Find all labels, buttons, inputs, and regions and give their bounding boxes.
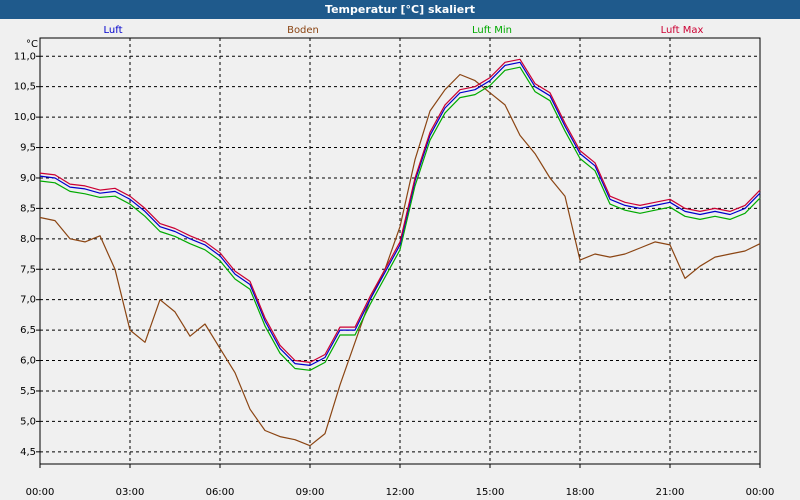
y-tick-label: 9,5 (20, 143, 36, 154)
y-tick-label: 10,0 (14, 112, 36, 123)
y-tick-label: 8,0 (20, 234, 36, 245)
y-tick-label: 6,0 (20, 356, 36, 367)
y-tick-label: 7,5 (20, 264, 36, 275)
legend-entry: Luft Min (472, 25, 512, 36)
x-tick-time: 18:00 (566, 487, 595, 498)
legend-entry: Boden (287, 25, 319, 36)
x-tick-time: 15:00 (476, 487, 505, 498)
y-tick-label: 8,5 (20, 203, 36, 214)
y-axis-unit: °C (26, 39, 38, 50)
series-line-boden (39, 73, 761, 447)
legend-entry: Luft Max (661, 25, 704, 36)
x-tick-time: 03:00 (116, 487, 145, 498)
x-tick-time: 00:00 (26, 487, 55, 498)
legend-entry: Luft (104, 25, 123, 36)
y-tick-label: 10,5 (14, 82, 36, 93)
series-line-luft-max (39, 58, 761, 363)
y-axis: 4,5 5,0 5,5 6,0 6,5 7,0 7,5 8,0 8,5 9,0 9,5 10,0 10,… (14, 51, 40, 458)
y-tick-label: 5,0 (20, 416, 36, 427)
y-tick-label: 11,0 (14, 51, 36, 62)
chart-title: Temperatur [°C] skaliert (0, 0, 800, 19)
legend: Luft Boden Luft Min Luft Max (104, 25, 704, 36)
y-tick-label: 5,5 (20, 386, 36, 397)
y-tick-label: 7,0 (20, 295, 36, 306)
temperature-chart: Luft Boden Luft Min Luft Max °C 4,5 5,0 5,5 6,… (14, 25, 775, 498)
y-tick-label: 9,0 (20, 173, 36, 184)
x-tick-time: 00:00 (746, 487, 775, 498)
x-tick-time: 06:00 (206, 487, 235, 498)
x-tick-time: 12:00 (386, 487, 415, 498)
series-line-luft (39, 61, 761, 366)
x-tick-time: 09:00 (296, 487, 325, 498)
x-tick-time: 21:00 (656, 487, 685, 498)
series-line-luft-min (39, 66, 761, 371)
y-tick-label: 6,5 (20, 325, 36, 336)
series-lines (39, 58, 761, 447)
y-tick-label: 4,5 (20, 447, 36, 458)
x-axis: 00:0025.01.2403:0025.01.2406:0025.01.240… (26, 464, 775, 498)
